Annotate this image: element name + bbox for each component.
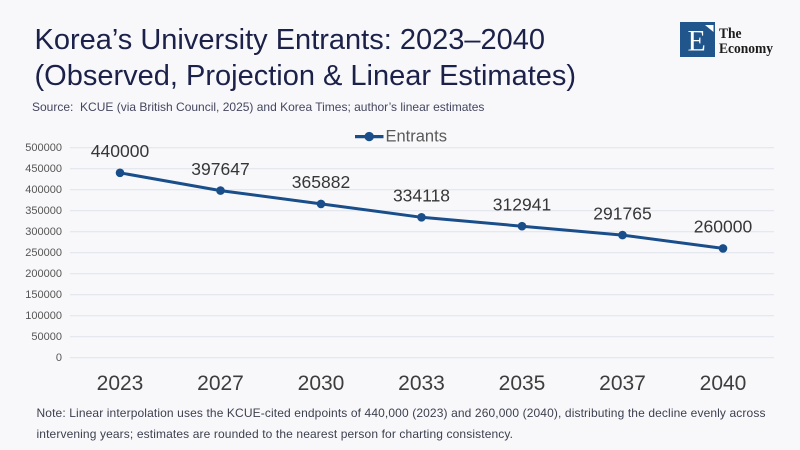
svg-text:500000: 500000 [25,142,62,154]
svg-text:200000: 200000 [25,268,62,280]
svg-text:0: 0 [56,352,62,364]
svg-text:400000: 400000 [25,184,62,196]
svg-text:E: E [688,24,706,57]
svg-text:2035: 2035 [499,372,546,395]
svg-text:291765: 291765 [593,203,651,223]
svg-text:100000: 100000 [25,310,62,322]
svg-text:450000: 450000 [25,163,62,175]
svg-text:2027: 2027 [197,372,244,395]
svg-text:2030: 2030 [298,372,345,395]
svg-text:2040: 2040 [700,372,747,395]
svg-text:397647: 397647 [191,159,249,179]
svg-text:334118: 334118 [393,186,450,206]
svg-text:50000: 50000 [31,331,62,343]
svg-text:2037: 2037 [599,372,646,395]
svg-text:2033: 2033 [398,372,445,395]
svg-text:350000: 350000 [25,205,62,217]
svg-text:Entrants: Entrants [386,127,447,145]
svg-text:250000: 250000 [25,247,62,259]
svg-text:260000: 260000 [694,217,753,237]
svg-text:312941: 312941 [493,194,551,214]
svg-text:2023: 2023 [97,372,144,395]
svg-text:365882: 365882 [292,172,350,192]
svg-text:150000: 150000 [25,289,62,301]
svg-text:300000: 300000 [25,226,62,238]
svg-text:440000: 440000 [91,141,150,161]
